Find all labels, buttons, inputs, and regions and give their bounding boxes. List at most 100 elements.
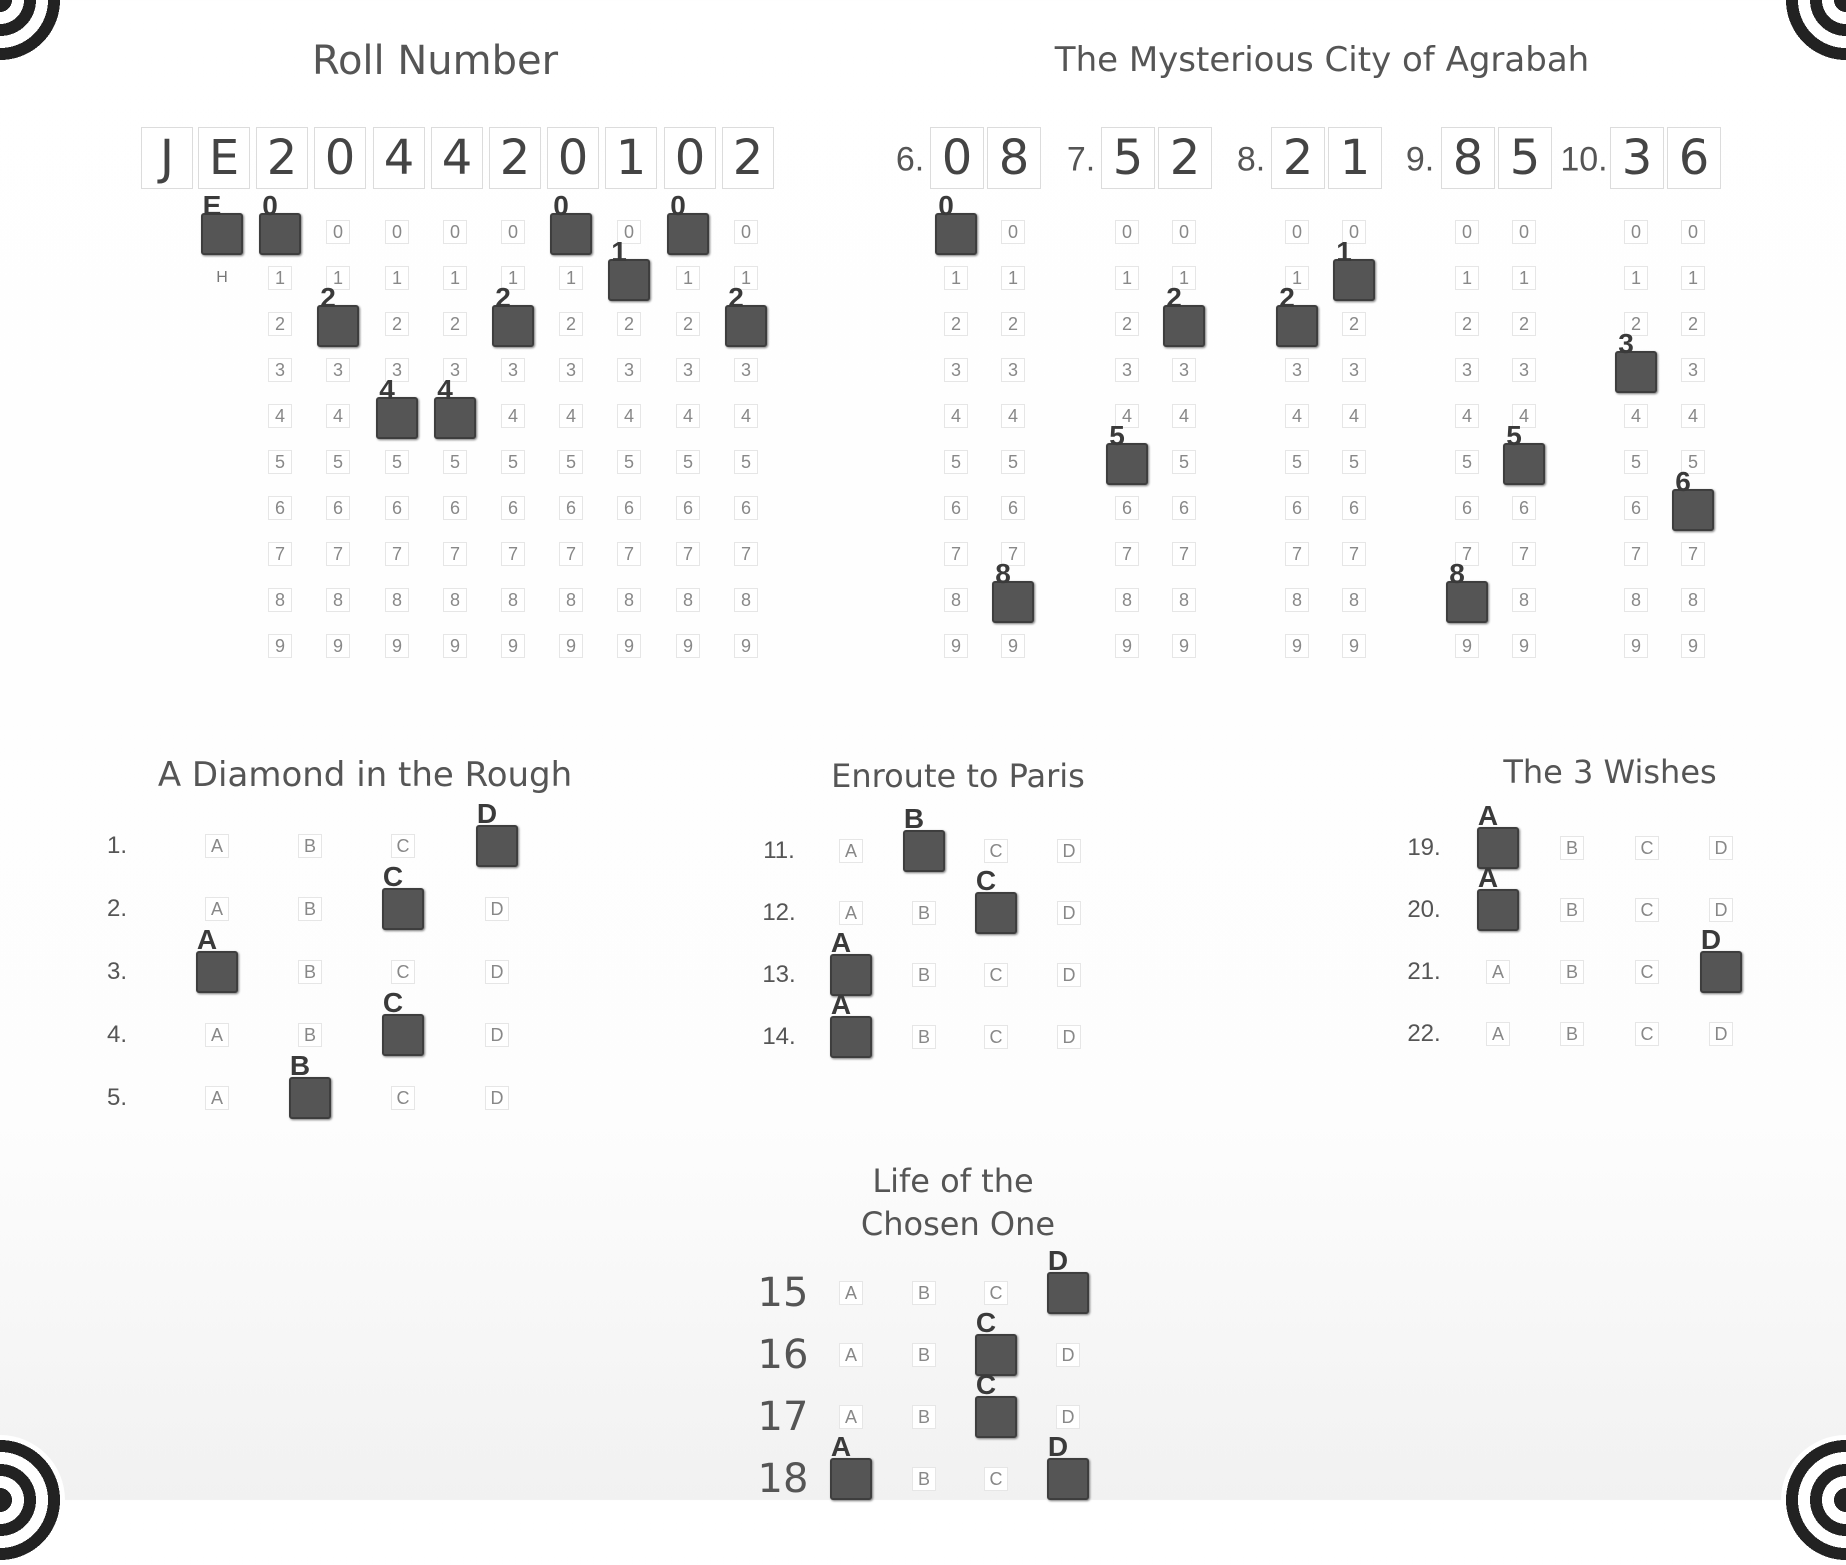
agrabah-bubble[interactable]: 3 (1681, 358, 1705, 382)
agrabah-bubble[interactable]: 6 (1172, 496, 1196, 520)
roll-bubble-6[interactable]: 6 (617, 496, 641, 520)
roll-bubble-4[interactable]: 4 (559, 404, 583, 428)
agrabah-bubble[interactable]: 0 (1455, 220, 1479, 244)
agrabah-bubble[interactable]: 8 (1624, 588, 1648, 612)
diamond-option-a[interactable]: A (205, 1086, 229, 1110)
roll-bubble-8[interactable]: 8 (326, 588, 350, 612)
roll-bubble-6[interactable]: 6 (326, 496, 350, 520)
roll-bubble-5[interactable]: 5 (268, 450, 292, 474)
agrabah-bubble[interactable]: 9 (944, 634, 968, 658)
roll-bubble-8[interactable]: 8 (617, 588, 641, 612)
paris-option-d[interactable]: D (1057, 839, 1081, 863)
roll-bubble-3[interactable]: 3 (617, 358, 641, 382)
roll-bubble-3[interactable]: 3 (268, 358, 292, 382)
roll-bubble-9[interactable]: 9 (326, 634, 350, 658)
diamond-option-c[interactable]: C (391, 834, 415, 858)
roll-bubble-0[interactable]: 0 (443, 220, 467, 244)
roll-bubble-8[interactable]: 8 (501, 588, 525, 612)
agrabah-bubble[interactable]: 4 (1001, 404, 1025, 428)
wishes-option-c[interactable]: C (1635, 960, 1659, 984)
chosen-option-b[interactable]: B (912, 1467, 936, 1491)
chosen-option-d[interactable]: D (1056, 1405, 1080, 1429)
diamond-option-d[interactable]: D (485, 1086, 509, 1110)
agrabah-bubble[interactable]: 9 (1681, 634, 1705, 658)
roll-bubble-7[interactable]: 7 (326, 542, 350, 566)
roll-bubble-0[interactable]: 0 (326, 220, 350, 244)
agrabah-bubble[interactable]: 8 (1172, 588, 1196, 612)
roll-bubble-6[interactable]: 6 (676, 496, 700, 520)
agrabah-bubble[interactable]: 2 (1681, 312, 1705, 336)
roll-bubble-3[interactable]: 3 (676, 358, 700, 382)
agrabah-bubble[interactable]: 9 (1285, 634, 1309, 658)
agrabah-bubble[interactable]: 2 (1115, 312, 1139, 336)
agrabah-bubble[interactable]: 4 (1285, 404, 1309, 428)
paris-option-d[interactable]: D (1057, 901, 1081, 925)
roll-bubble-1[interactable]: 1 (676, 266, 700, 290)
agrabah-bubble[interactable]: 9 (1172, 634, 1196, 658)
agrabah-bubble[interactable]: 0 (1512, 220, 1536, 244)
agrabah-bubble[interactable]: 1 (1455, 266, 1479, 290)
chosen-option-c[interactable]: C (984, 1467, 1008, 1491)
agrabah-bubble[interactable]: 3 (1115, 358, 1139, 382)
diamond-option-d[interactable]: D (485, 960, 509, 984)
roll-bubble-8[interactable]: 8 (385, 588, 409, 612)
agrabah-bubble[interactable]: 7 (944, 542, 968, 566)
roll-bubble-4[interactable]: 4 (268, 404, 292, 428)
roll-bubble-2[interactable]: 2 (385, 312, 409, 336)
agrabah-bubble[interactable]: 3 (1512, 358, 1536, 382)
roll-bubble-2[interactable]: 2 (268, 312, 292, 336)
roll-bubble-6[interactable]: 6 (501, 496, 525, 520)
roll-bubble-8[interactable]: 8 (676, 588, 700, 612)
chosen-option-b[interactable]: B (912, 1281, 936, 1305)
roll-bubble-5[interactable]: 5 (326, 450, 350, 474)
agrabah-bubble[interactable]: 7 (1172, 542, 1196, 566)
paris-option-a[interactable]: A (839, 901, 863, 925)
roll-bubble-4[interactable]: 4 (326, 404, 350, 428)
agrabah-bubble[interactable]: 9 (1115, 634, 1139, 658)
roll-bubble-3[interactable]: 3 (326, 358, 350, 382)
roll-bubble-8[interactable]: 8 (268, 588, 292, 612)
wishes-option-d[interactable]: D (1709, 836, 1733, 860)
roll-bubble-8[interactable]: 8 (734, 588, 758, 612)
diamond-option-b[interactable]: B (298, 1023, 322, 1047)
roll-bubble-4[interactable]: 4 (501, 404, 525, 428)
agrabah-bubble[interactable]: 1 (1172, 266, 1196, 290)
agrabah-bubble[interactable]: 9 (1455, 634, 1479, 658)
roll-bubble-7[interactable]: 7 (385, 542, 409, 566)
roll-bubble-9[interactable]: 9 (268, 634, 292, 658)
agrabah-bubble[interactable]: 4 (1512, 404, 1536, 428)
roll-bubble-2[interactable]: 2 (617, 312, 641, 336)
agrabah-bubble[interactable]: 4 (1681, 404, 1705, 428)
agrabah-bubble[interactable]: 3 (1455, 358, 1479, 382)
roll-bubble-1[interactable]: 1 (385, 266, 409, 290)
agrabah-bubble[interactable]: 7 (1681, 542, 1705, 566)
agrabah-bubble[interactable]: 0 (1342, 220, 1366, 244)
roll-bubble-4[interactable]: 4 (676, 404, 700, 428)
agrabah-bubble[interactable]: 2 (1455, 312, 1479, 336)
paris-option-d[interactable]: D (1057, 963, 1081, 987)
wishes-option-b[interactable]: B (1560, 1022, 1584, 1046)
diamond-option-a[interactable]: A (205, 834, 229, 858)
agrabah-bubble[interactable]: 1 (1681, 266, 1705, 290)
agrabah-bubble[interactable]: 3 (1172, 358, 1196, 382)
agrabah-bubble[interactable]: 4 (1115, 404, 1139, 428)
agrabah-bubble[interactable]: 7 (1285, 542, 1309, 566)
agrabah-bubble[interactable]: 2 (1512, 312, 1536, 336)
roll-bubble-6[interactable]: 6 (385, 496, 409, 520)
agrabah-bubble[interactable]: 7 (1624, 542, 1648, 566)
agrabah-bubble[interactable]: 7 (1115, 542, 1139, 566)
roll-bubble-7[interactable]: 7 (443, 542, 467, 566)
roll-bubble-7[interactable]: 7 (676, 542, 700, 566)
agrabah-bubble[interactable]: 6 (1624, 496, 1648, 520)
paris-option-c[interactable]: C (984, 839, 1008, 863)
roll-bubble-5[interactable]: 5 (443, 450, 467, 474)
agrabah-bubble[interactable]: 6 (1001, 496, 1025, 520)
roll-bubble-9[interactable]: 9 (617, 634, 641, 658)
wishes-option-c[interactable]: C (1635, 836, 1659, 860)
roll-bubble-2[interactable]: 2 (443, 312, 467, 336)
agrabah-bubble[interactable]: 1 (944, 266, 968, 290)
agrabah-bubble[interactable]: 0 (1624, 220, 1648, 244)
agrabah-bubble[interactable]: 3 (1001, 358, 1025, 382)
agrabah-bubble[interactable]: 3 (1342, 358, 1366, 382)
agrabah-bubble[interactable]: 2 (1001, 312, 1025, 336)
